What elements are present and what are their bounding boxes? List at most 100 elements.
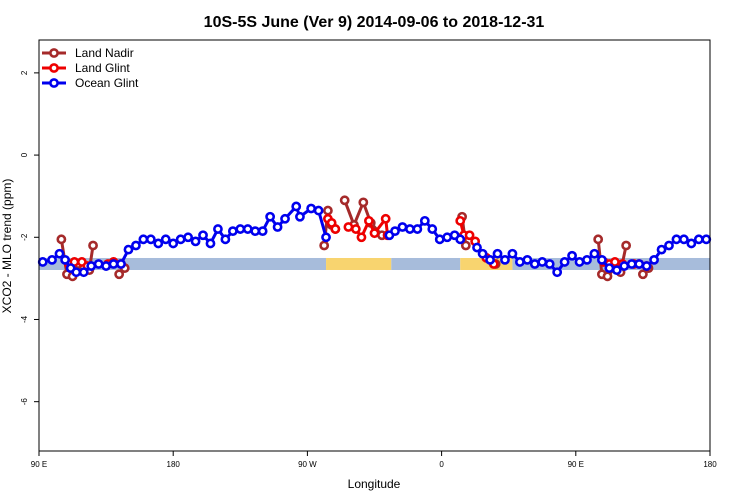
data-point-ocean-glint — [138, 234, 149, 245]
legend-swatch-marker-land-nadir — [49, 48, 59, 58]
band-segment-land — [326, 257, 392, 270]
data-point-ocean-glint — [656, 244, 667, 255]
data-point-ocean-glint — [500, 254, 510, 265]
data-point-land-nadir — [358, 197, 369, 208]
x-tick-label: 90 E — [31, 460, 47, 469]
data-point-ocean-glint — [291, 201, 302, 212]
data-point-land-glint — [380, 213, 391, 224]
data-point-land-nadir — [319, 240, 330, 251]
data-point-ocean-glint — [611, 265, 622, 276]
data-point-ocean-glint — [86, 261, 97, 271]
data-point-land-nadir — [460, 240, 471, 251]
data-point-ocean-glint — [507, 248, 518, 259]
data-point-ocean-glint — [280, 213, 290, 224]
data-point-ocean-glint — [574, 257, 585, 267]
data-point-land-nadir — [602, 271, 613, 282]
data-point-land-nadir — [88, 240, 98, 251]
data-point-ocean-glint — [485, 254, 495, 265]
legend-label-land-nadir: Land Nadir — [75, 46, 134, 60]
data-point-ocean-glint — [405, 224, 415, 234]
data-point-land-glint — [330, 224, 341, 234]
data-point-ocean-glint — [37, 257, 48, 267]
y-tick-label: -4 — [20, 315, 29, 323]
data-point-land-nadir — [339, 195, 350, 206]
legend-label-ocean-glint: Ocean Glint — [75, 76, 139, 90]
data-point-ocean-glint — [686, 238, 697, 249]
data-point-ocean-glint — [313, 205, 324, 216]
data-point-ocean-glint — [123, 244, 134, 255]
data-point-ocean-glint — [145, 234, 156, 245]
data-point-ocean-glint — [477, 248, 488, 259]
y-tick-label: -2 — [20, 233, 29, 241]
data-point-ocean-glint — [559, 257, 570, 267]
data-point-ocean-glint — [701, 234, 712, 245]
data-point-ocean-glint — [619, 261, 630, 271]
y-axis-label: XCO2 - MLO trend (ppm) — [0, 179, 14, 314]
data-point-ocean-glint — [295, 211, 305, 222]
data-point-ocean-glint — [321, 232, 331, 243]
data-point-ocean-glint — [567, 250, 577, 261]
data-point-land-nadir — [621, 240, 632, 251]
legend-swatch-marker-land-glint — [49, 63, 59, 73]
x-tick-label: 90 W — [298, 460, 317, 469]
data-point-ocean-glint — [108, 259, 119, 269]
y-tick-label: 0 — [20, 152, 29, 157]
data-point-ocean-glint — [427, 224, 438, 234]
data-point-ocean-glint — [514, 257, 525, 267]
data-point-ocean-glint — [634, 259, 645, 269]
data-point-land-nadir — [323, 205, 333, 216]
data-point-land-nadir — [114, 269, 125, 280]
data-point-land-glint — [364, 215, 374, 226]
x-axis: 90 E 180 90 W 0 90 E 180 — [31, 451, 717, 469]
data-point-ocean-glint — [649, 254, 659, 265]
data-point-ocean-glint — [272, 222, 283, 232]
data-point-ocean-glint — [589, 248, 600, 259]
data-point-ocean-glint — [116, 259, 126, 269]
data-point-ocean-glint — [641, 261, 652, 271]
data-point-ocean-glint — [693, 234, 704, 245]
data-point-ocean-glint — [492, 248, 503, 259]
data-point-ocean-glint — [412, 224, 423, 234]
data-point-ocean-glint — [442, 232, 453, 243]
data-point-ocean-glint — [213, 224, 223, 234]
y-tick-label: -6 — [20, 398, 29, 406]
x-tick-label: 90 E — [568, 460, 584, 469]
data-point-ocean-glint — [544, 259, 555, 269]
data-point-ocean-glint — [93, 259, 104, 269]
data-point-land-glint — [464, 230, 475, 241]
data-point-ocean-glint — [60, 254, 70, 265]
data-point-ocean-glint — [679, 234, 689, 245]
data-point-ocean-glint — [250, 226, 261, 237]
data-point-land-nadir — [593, 234, 604, 245]
data-point-ocean-glint — [190, 236, 201, 247]
data-point-ocean-glint — [78, 267, 89, 278]
data-point-land-glint — [350, 224, 361, 234]
data-point-land-glint — [455, 215, 466, 226]
data-point-ocean-glint — [47, 254, 57, 265]
chart-title: 10S-5S June (Ver 9) 2014-09-06 to 2018-1… — [204, 14, 545, 31]
data-point-land-nadir — [638, 269, 648, 280]
legend-swatch-marker-ocean-glint — [49, 78, 59, 88]
data-point-land-glint — [343, 222, 354, 232]
data-point-ocean-glint — [397, 222, 408, 232]
data-point-ocean-glint — [552, 267, 563, 278]
data-point-ocean-glint — [265, 211, 276, 222]
data-point-ocean-glint — [434, 234, 445, 245]
data-point-ocean-glint — [54, 248, 65, 259]
data-point-ocean-glint — [626, 259, 637, 269]
data-point-ocean-glint — [227, 226, 238, 237]
data-point-ocean-glint — [472, 242, 482, 253]
data-point-ocean-glint — [175, 234, 186, 245]
series-layer — [37, 195, 712, 282]
data-point-ocean-glint — [168, 238, 179, 249]
data-point-ocean-glint — [529, 259, 540, 269]
x-axis-label: Longitude — [348, 477, 401, 491]
data-point-ocean-glint — [160, 234, 171, 245]
data-point-ocean-glint — [131, 240, 141, 251]
data-point-ocean-glint — [71, 267, 82, 278]
band-segment-ocean — [391, 257, 461, 270]
data-point-ocean-glint — [419, 215, 430, 226]
data-point-ocean-glint — [582, 254, 592, 265]
